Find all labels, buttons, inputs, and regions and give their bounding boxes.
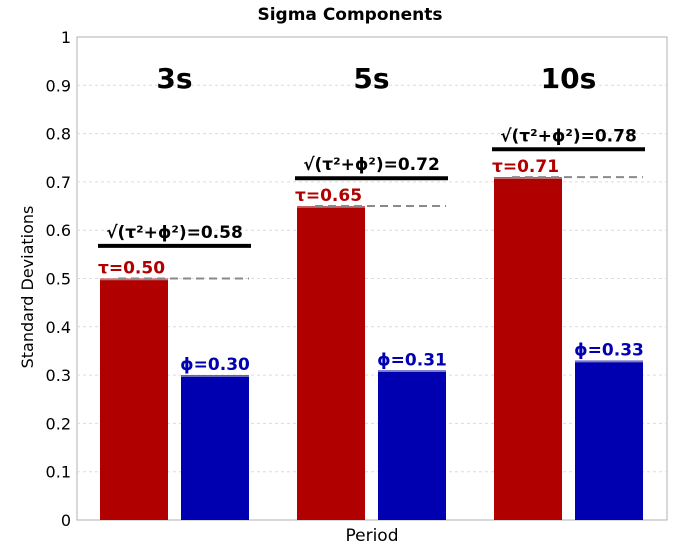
x-axis-label: Period [345, 526, 398, 546]
y-axis-label: Standard Deviations [18, 206, 37, 369]
bar [297, 206, 365, 521]
y-tick-label: 0.8 [46, 125, 71, 144]
plot-area: 0 0.1 0.2 0.3 0.4 0.5 0.6 0.7 0.8 0.9 1 3s τ=0.50 ϕ=0… [46, 28, 668, 530]
y-tick-label: 0.3 [46, 366, 71, 385]
data-label: ϕ=0.31 [377, 350, 447, 370]
y-tick-label: 0.4 [46, 318, 71, 337]
data-label: τ=0.71 [492, 157, 559, 177]
y-tick-label: 1 [61, 28, 71, 47]
y-tick-label: 0.1 [46, 463, 71, 482]
bar [100, 278, 168, 520]
bar [378, 370, 446, 520]
y-tick-label: 0 [61, 511, 71, 530]
y-tick-label: 0.2 [46, 414, 71, 433]
category-label: 10s [541, 62, 597, 95]
bar [494, 177, 562, 520]
y-tick-label: 0.7 [46, 173, 71, 192]
category-label: 3s [156, 62, 192, 95]
y-tick-label: 0.5 [46, 270, 71, 289]
y-tick-label: 0.9 [46, 76, 71, 95]
total-sigma-label: √(τ²+ϕ²)=0.72 [303, 155, 440, 175]
bar [181, 375, 249, 520]
data-label: τ=0.50 [98, 259, 165, 279]
data-label: τ=0.65 [295, 186, 362, 206]
chart-title: Sigma Components [257, 5, 442, 25]
bar [575, 360, 643, 520]
total-sigma-label: √(τ²+ϕ²)=0.78 [500, 126, 637, 146]
data-label: ϕ=0.33 [574, 341, 644, 361]
total-sigma-label: √(τ²+ϕ²)=0.58 [106, 223, 243, 243]
y-tick-label: 0.6 [46, 221, 71, 240]
data-label: ϕ=0.30 [180, 355, 250, 375]
category-label: 5s [353, 62, 389, 95]
